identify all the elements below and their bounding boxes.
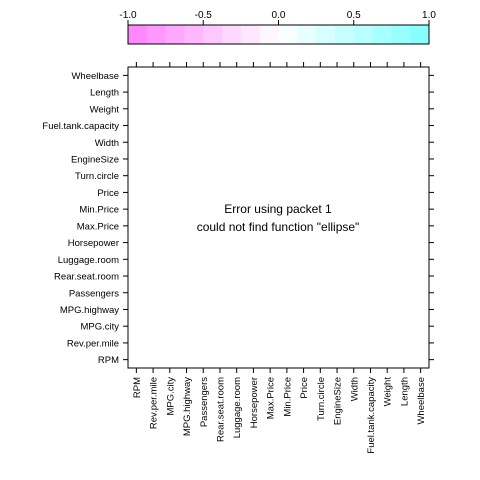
x-tick-label: Luggage.room [232,377,243,438]
colorbar-swatch [222,25,242,44]
error-message-line-1: Error using packet 1 [224,202,332,216]
colorbar-tick-label: 0.0 [272,10,286,21]
y-tick-label: MPG.city [80,322,119,333]
x-tick-label: Min.Price [282,377,293,417]
colorbar-swatch [146,25,166,44]
colorbar-swatch [165,25,185,44]
y-tick-label: Turn.circle [75,171,119,182]
colorbar-swatch [334,25,355,44]
colorbar-tick-label: 1.0 [422,10,436,21]
y-tick-label: EngineSize [71,154,119,165]
colorbar-swatch [240,25,260,44]
x-tick-label: Horsepower [249,377,260,428]
x-tick-label: EngineSize [333,377,344,425]
y-tick-label: Rev.per.mile [67,338,119,349]
x-tick-label: RPM [132,377,143,398]
colorbar [127,24,430,45]
colorbar-swatch [353,25,373,44]
x-tick-label: Fuel.tank.capacity [366,377,377,454]
x-tick-label: MPG.highway [182,377,193,436]
plot-panel [127,66,430,369]
colorbar-ticks: -1.0 -0.5 0.0 0.5 1.0 [119,10,436,25]
y-tick-label: Length [90,88,119,99]
colorbar-swatch [203,25,223,44]
y-tick-label: Horsepower [68,238,119,249]
y-tick-label: Luggage.room [58,255,119,266]
colorbar-swatch [278,25,298,44]
y-axis: Wheelbase Length Weight Fuel.tank.capacity W… [42,71,434,366]
x-tick-label: Wheelbase [416,377,427,425]
colorbar-tick-label: -1.0 [119,10,137,21]
colorbar-swatch [297,25,317,44]
colorbar-swatch [184,25,204,44]
error-message-line-2: could not find function "ellipse" [197,220,360,234]
x-tick-label: MPG.city [165,377,176,416]
x-tick-label: Price [299,377,310,399]
y-tick-label: Fuel.tank.capacity [42,121,119,132]
colorbar-tick-label: 0.5 [347,10,361,21]
x-tick-label: Weight [383,377,394,407]
colorbar-swatch [372,25,392,44]
x-tick-label: Rev.per.mile [149,377,160,429]
y-tick-label: Wheelbase [71,71,119,82]
colorbar-tick-label: -0.5 [195,10,213,21]
y-tick-label: Passengers [69,288,119,299]
x-tick-label: Turn.circle [316,377,327,421]
x-axis: RPM Rev.per.mile MPG.city MPG.highway Passen… [132,62,427,454]
y-tick-label: Price [97,188,119,199]
colorbar-swatch [128,25,148,44]
x-tick-label: Length [399,377,410,406]
y-tick-label: Weight [90,104,120,115]
colorbar-swatch [316,25,336,44]
y-tick-label: Width [95,138,119,149]
y-tick-label: Rear.seat.room [54,272,119,283]
y-tick-label: RPM [98,355,119,366]
x-tick-label: Rear.seat.room [215,377,226,442]
colorbar-swatch [410,25,430,44]
colorbar-swatch [259,25,279,44]
colorbar-swatch [391,25,411,44]
x-tick-label: Width [349,377,360,401]
x-tick-label: Passengers [199,377,210,427]
y-tick-label: MPG.highway [60,305,119,316]
x-tick-label: Max.Price [266,377,277,419]
y-tick-label: Min.Price [79,205,119,216]
y-tick-label: Max.Price [77,221,119,232]
